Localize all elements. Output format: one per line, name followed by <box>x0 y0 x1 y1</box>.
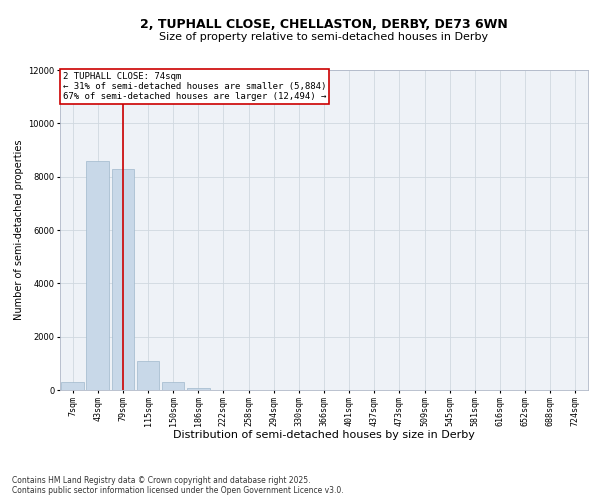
Bar <box>137 360 160 390</box>
Bar <box>187 388 209 390</box>
Text: 2 TUPHALL CLOSE: 74sqm
← 31% of semi-detached houses are smaller (5,884)
67% of : 2 TUPHALL CLOSE: 74sqm ← 31% of semi-det… <box>62 72 326 102</box>
Bar <box>86 160 109 390</box>
Text: Size of property relative to semi-detached houses in Derby: Size of property relative to semi-detach… <box>160 32 488 42</box>
Y-axis label: Number of semi-detached properties: Number of semi-detached properties <box>14 140 24 320</box>
X-axis label: Distribution of semi-detached houses by size in Derby: Distribution of semi-detached houses by … <box>173 430 475 440</box>
Text: 2, TUPHALL CLOSE, CHELLASTON, DERBY, DE73 6WN: 2, TUPHALL CLOSE, CHELLASTON, DERBY, DE7… <box>140 18 508 30</box>
Bar <box>61 382 84 390</box>
Bar <box>112 168 134 390</box>
Bar <box>162 382 184 390</box>
Text: Contains HM Land Registry data © Crown copyright and database right 2025.
Contai: Contains HM Land Registry data © Crown c… <box>12 476 344 495</box>
